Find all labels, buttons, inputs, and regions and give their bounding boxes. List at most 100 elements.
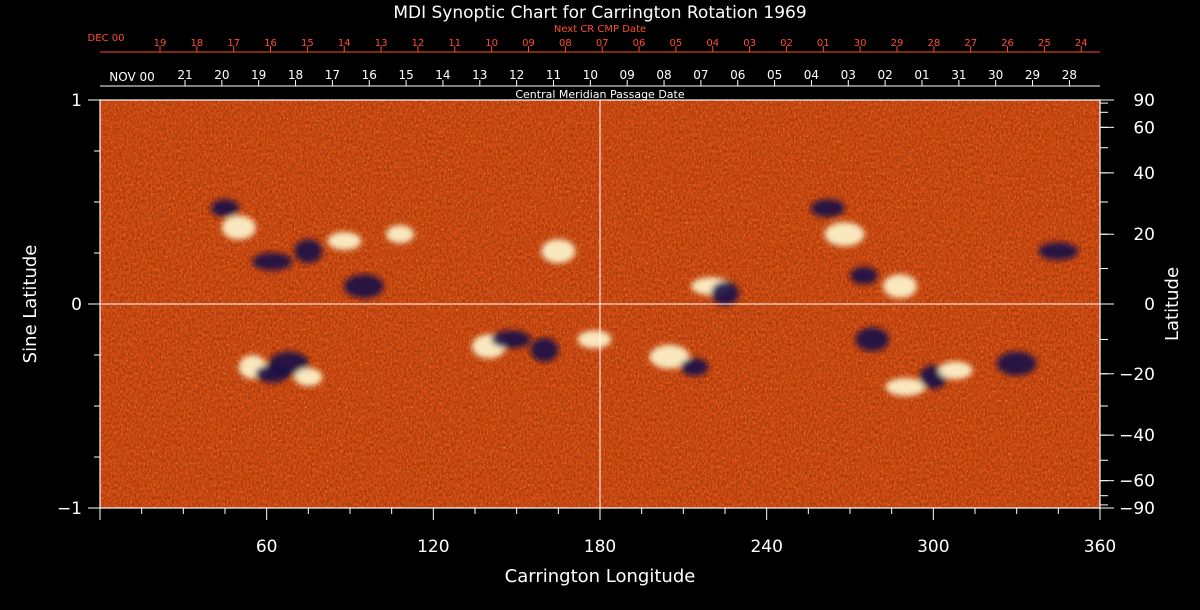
cmp-date-1: 20 bbox=[214, 68, 229, 82]
negative-region-12 bbox=[849, 266, 878, 285]
next-cr-date-7: 12 bbox=[412, 38, 425, 49]
negative-region-21 bbox=[530, 337, 559, 362]
cmp-date-23: 29 bbox=[1025, 68, 1040, 82]
cmp-date-20: 01 bbox=[914, 68, 929, 82]
next-cr-date-8: 11 bbox=[448, 38, 461, 49]
positive-region-1 bbox=[221, 215, 256, 240]
negative-region-3 bbox=[294, 239, 323, 264]
cmp-date-9: 12 bbox=[509, 68, 524, 82]
cmp-date-18: 03 bbox=[841, 68, 856, 82]
positive-region-22 bbox=[577, 330, 612, 349]
positive-region-28 bbox=[938, 361, 973, 380]
next-cr-date-9: 10 bbox=[485, 38, 498, 49]
negative-region-17 bbox=[268, 351, 309, 376]
axes: 60 120 180 240 300 36010−1906040200−20−40−60−… bbox=[57, 38, 1155, 557]
next-cr-date-2: 17 bbox=[227, 38, 240, 49]
cmp-date-5: 16 bbox=[362, 68, 377, 82]
cmp-date-21: 31 bbox=[951, 68, 966, 82]
cmp-date-11: 10 bbox=[583, 68, 598, 82]
x-tick-label-120: 120 bbox=[417, 537, 449, 557]
cmp-date-3: 18 bbox=[288, 68, 303, 82]
y-tick-label--1: −1 bbox=[57, 499, 82, 519]
negative-region-29 bbox=[996, 351, 1037, 376]
next-cr-date-10: 09 bbox=[522, 38, 535, 49]
positive-region-13 bbox=[883, 274, 917, 299]
negative-region-20 bbox=[491, 330, 532, 349]
cmp-date-6: 15 bbox=[398, 68, 413, 82]
negative-region-24 bbox=[680, 358, 709, 377]
cmp-start-label: NOV 00 bbox=[109, 70, 155, 84]
lat-tick-label--90: −90 bbox=[1119, 499, 1155, 519]
next-cr-date-24: 25 bbox=[1038, 38, 1051, 49]
next-cr-date-19: 30 bbox=[854, 38, 867, 49]
cmp-date-2: 19 bbox=[251, 68, 266, 82]
positive-region-7 bbox=[541, 239, 576, 264]
next-cr-date-6: 13 bbox=[375, 38, 388, 49]
x-tick-label-180: 180 bbox=[584, 537, 616, 557]
next-cr-date-16: 03 bbox=[743, 38, 756, 49]
next-cr-date-21: 28 bbox=[927, 38, 940, 49]
x-tick-label-300: 300 bbox=[917, 537, 949, 557]
cmp-date-16: 05 bbox=[767, 68, 782, 82]
lat-tick-label--20: −20 bbox=[1119, 365, 1155, 385]
cmp-date-7: 14 bbox=[435, 68, 450, 82]
negative-region-10 bbox=[810, 199, 845, 218]
negative-region-5 bbox=[343, 274, 384, 299]
lat-tick-label-60: 60 bbox=[1133, 118, 1155, 138]
x-axis-label: Carrington Longitude bbox=[505, 566, 696, 587]
next-cr-date-0: 19 bbox=[154, 38, 167, 49]
next-cr-date-15: 04 bbox=[706, 38, 719, 49]
next-cr-date-22: 27 bbox=[964, 38, 977, 49]
cmp-date-13: 08 bbox=[656, 68, 671, 82]
positive-region-26 bbox=[885, 377, 926, 396]
negative-region-2 bbox=[252, 252, 293, 271]
x-tick-label-240: 240 bbox=[750, 537, 782, 557]
lat-tick-label-0: 0 bbox=[1144, 295, 1155, 315]
magnetogram-map bbox=[100, 100, 1100, 508]
negative-region-25 bbox=[855, 327, 890, 352]
cmp-date-0: 21 bbox=[177, 68, 192, 82]
next-cr-date-11: 08 bbox=[559, 38, 572, 49]
next-cr-date-17: 02 bbox=[780, 38, 793, 49]
x-tick-label-60: 60 bbox=[256, 537, 278, 557]
lat-tick-label-90: 90 bbox=[1133, 91, 1155, 111]
positive-region-18 bbox=[294, 368, 323, 387]
lat-tick-label-20: 20 bbox=[1133, 225, 1155, 245]
positive-region-11 bbox=[824, 222, 865, 247]
next-cr-date-14: 05 bbox=[670, 38, 683, 49]
chart-title: MDI Synoptic Chart for Carrington Rotati… bbox=[393, 3, 806, 23]
next-cr-date-1: 18 bbox=[190, 38, 203, 49]
positive-region-4 bbox=[327, 231, 362, 250]
cmp-date-22: 30 bbox=[988, 68, 1003, 82]
lat-tick-label-40: 40 bbox=[1133, 164, 1155, 184]
positive-region-6 bbox=[386, 225, 414, 244]
cmp-date-8: 13 bbox=[472, 68, 487, 82]
next-cr-date-5: 14 bbox=[338, 38, 351, 49]
next-cr-date-23: 26 bbox=[1001, 38, 1014, 49]
cmp-date-10: 11 bbox=[546, 68, 561, 82]
grid-lines bbox=[100, 100, 1100, 508]
negative-region-9 bbox=[711, 281, 739, 306]
cmp-date-15: 06 bbox=[730, 68, 745, 82]
next-cr-date-12: 07 bbox=[596, 38, 609, 49]
cmp-date-12: 09 bbox=[620, 68, 635, 82]
cmp-date-axis-label: Central Meridian Passage Date bbox=[515, 88, 684, 101]
next-cr-date-18: 01 bbox=[817, 38, 830, 49]
next-cr-date-4: 15 bbox=[301, 38, 314, 49]
next-cr-date-25: 24 bbox=[1075, 38, 1088, 49]
negative-region-14 bbox=[1038, 242, 1079, 261]
y-tick-label-1: 1 bbox=[71, 91, 82, 111]
x-tick-label-360: 360 bbox=[1084, 537, 1116, 557]
lat-tick-label--40: −40 bbox=[1119, 426, 1155, 446]
cmp-date-24: 28 bbox=[1062, 68, 1077, 82]
y-axis-label-right: Latitude bbox=[1162, 267, 1183, 341]
lat-tick-label--60: −60 bbox=[1119, 472, 1155, 492]
next-cr-axis-label: Next CR CMP Date bbox=[554, 24, 646, 35]
negative-region-0 bbox=[211, 199, 239, 218]
cmp-date-14: 07 bbox=[693, 68, 708, 82]
positive-region-23 bbox=[649, 344, 690, 369]
next-cr-start-label: DEC 00 bbox=[88, 33, 125, 44]
y-tick-label-0: 0 bbox=[71, 295, 82, 315]
y-axis-label-left: Sine Latitude bbox=[20, 245, 41, 364]
